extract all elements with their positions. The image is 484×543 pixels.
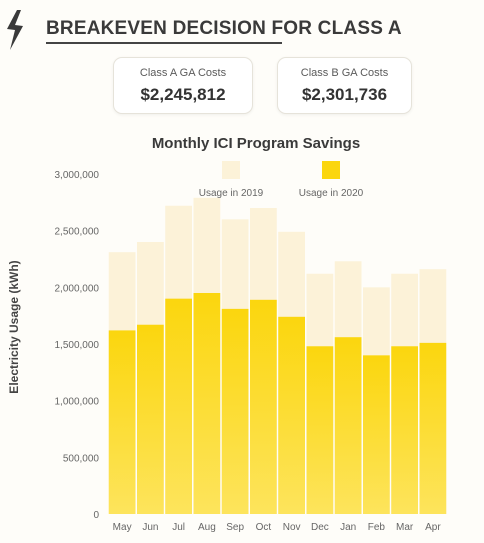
class-b-cost-label: Class B GA Costs xyxy=(300,67,389,79)
y-tick-label: 2,500,000 xyxy=(55,227,100,238)
class-b-cost-card: Class B GA Costs $2,301,736 xyxy=(277,57,412,114)
y-axis-label: Electricity Usage (kWh) xyxy=(7,260,21,393)
bar-2020-jan xyxy=(334,337,362,514)
x-tick-label: Jun xyxy=(142,522,158,533)
x-tick-label: Oct xyxy=(256,522,272,533)
y-tick-label: 3,000,000 xyxy=(55,170,100,181)
title-underline xyxy=(46,42,282,44)
bar-2020-may xyxy=(108,330,136,514)
bar-2020-jun xyxy=(137,324,164,514)
x-tick-label: May xyxy=(113,522,132,533)
bar-2020-feb xyxy=(363,355,390,514)
legend-2020-swatch xyxy=(322,161,340,179)
lightning-bolt-icon xyxy=(7,10,23,50)
bar-2020-nov xyxy=(278,316,305,514)
x-tick-label: Jul xyxy=(172,522,185,533)
legend-2019-label: Usage in 2019 xyxy=(199,188,264,199)
x-tick-label: Feb xyxy=(368,522,386,533)
class-a-cost-label: Class A GA Costs xyxy=(139,67,227,79)
x-tick-label: Nov xyxy=(283,522,301,533)
bar-2020-dec xyxy=(306,346,334,514)
bar-2020-jul xyxy=(165,298,192,514)
legend-2020-label: Usage in 2020 xyxy=(299,188,364,199)
x-tick-label: Jan xyxy=(340,522,356,533)
bar-2020-aug xyxy=(193,293,221,514)
x-tick-label: Sep xyxy=(226,522,244,533)
x-tick-label: Apr xyxy=(425,522,441,533)
class-a-cost-card: Class A GA Costs $2,245,812 xyxy=(113,57,253,114)
legend-2019-swatch xyxy=(222,161,240,179)
bar-2020-sep xyxy=(221,308,249,514)
bar-2020-oct xyxy=(250,299,277,514)
bar-2020-apr xyxy=(419,342,447,514)
class-b-cost-value: $2,301,736 xyxy=(301,85,388,104)
page-title: BREAKEVEN DECISION FOR CLASS A xyxy=(46,18,402,39)
y-tick-label: 500,000 xyxy=(63,453,100,464)
x-tick-label: Dec xyxy=(311,522,329,533)
x-tick-label: Mar xyxy=(396,522,414,533)
x-tick-label: Aug xyxy=(198,522,216,533)
y-tick-label: 2,000,000 xyxy=(55,283,100,294)
y-tick-label: 1,500,000 xyxy=(55,340,100,351)
y-tick-label: 1,000,000 xyxy=(55,397,100,408)
class-a-cost-value: $2,245,812 xyxy=(140,85,226,104)
y-tick-label: 0 xyxy=(93,510,99,521)
bar-2020-mar xyxy=(391,346,418,514)
chart-title: Monthly ICI Program Savings xyxy=(151,135,361,152)
